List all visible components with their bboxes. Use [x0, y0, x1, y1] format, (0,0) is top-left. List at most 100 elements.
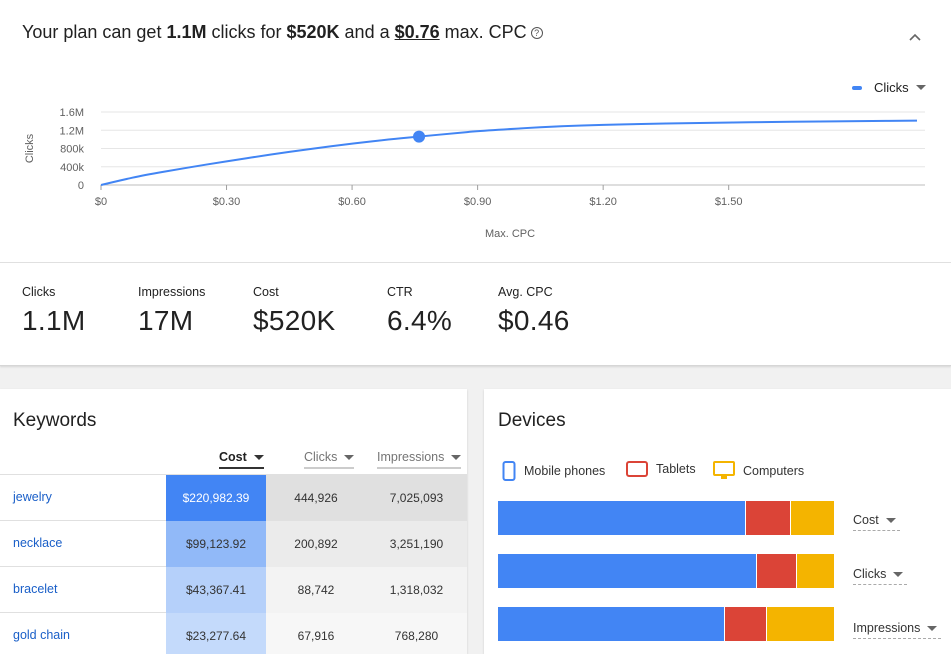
stat-ctr: CTR 6.4% [387, 285, 452, 337]
headline-cost: $520K [286, 22, 340, 42]
headline-text: clicks for [206, 22, 287, 42]
headline-text: Your plan can get [22, 22, 167, 42]
clicks-cell: 200,892 [266, 521, 366, 567]
legend-label: Computers [743, 464, 805, 478]
column-label: Cost [219, 450, 247, 464]
stat-avg-cpc: Avg. CPC $0.46 [498, 285, 570, 337]
tablet-icon [626, 461, 648, 477]
divider [0, 474, 467, 475]
keywords-title: Keywords [13, 410, 97, 431]
bar-segment-tablet [755, 554, 797, 588]
stat-clicks: Clicks 1.1M [22, 285, 85, 337]
dashed-underline [853, 530, 900, 531]
headline-clicks: 1.1M [166, 22, 207, 42]
clicks-vs-cpc-chart: 0 400k 800k 1.2M 1.6M $0 $0.30 $0.60 $0.90 $1.20 $… [24, 107, 925, 240]
bar-metric-label: Impressions [853, 621, 921, 635]
legend-computers[interactable]: Computers [713, 461, 804, 481]
dashed-underline [853, 638, 942, 639]
stat-label: CTR [387, 285, 413, 299]
sort-cost-column[interactable]: Cost [219, 450, 264, 469]
devices-title: Devices [498, 410, 566, 431]
bar-metric-label: Cost [853, 513, 879, 527]
cost-cell: $220,982.39 [166, 475, 266, 521]
stat-label: Impressions [138, 285, 206, 299]
y-tick-label: 0 [78, 180, 84, 192]
x-axis-label: Max. CPC [485, 228, 535, 240]
stat-value: $0.46 [498, 305, 570, 336]
stat-label: Avg. CPC [498, 285, 553, 299]
bar-segment-mobile [498, 554, 756, 588]
table-row[interactable]: gold chain $23,277.64 67,916 768,280 [0, 613, 467, 654]
chart-metric-select[interactable]: Clicks [852, 80, 926, 95]
cost-cell: $43,367.41 [166, 567, 266, 613]
stat-value: 6.4% [387, 305, 453, 336]
plan-stats-row: Clicks 1.1M Impressions 17M Cost $520K C… [0, 262, 951, 366]
legend-label: Tablets [656, 462, 696, 476]
sort-clicks-column[interactable]: Clicks [304, 450, 355, 469]
bar-metric-select-cost[interactable]: Cost [853, 513, 900, 531]
cost-cell: $99,123.92 [166, 521, 266, 567]
keyword-link[interactable]: gold chain [13, 628, 70, 642]
devices-card: Devices Mobile phones Tablets Computers … [484, 389, 951, 654]
bar-segment-computer [796, 554, 834, 588]
help-icon[interactable]: ? [530, 27, 543, 39]
clicks-series-line [100, 119, 918, 186]
mobile-phone-icon [502, 461, 516, 481]
chevron-up-icon[interactable] [908, 30, 922, 44]
y-tick-label: 800k [60, 144, 84, 156]
x-tick-label: $1.50 [715, 196, 743, 208]
table-row[interactable]: bracelet $43,367.41 88,742 1,318,032 [0, 567, 467, 613]
bar-metric-select-clicks[interactable]: Clicks [853, 567, 908, 585]
bar-metric-select-impressions[interactable]: Impressions [853, 621, 942, 639]
caret-down-icon [885, 517, 896, 523]
stat-value: $520K [253, 305, 336, 336]
keyword-link[interactable]: bracelet [13, 582, 58, 596]
column-label: Clicks [304, 450, 338, 464]
plan-headline: Your plan can get 1.1M clicks for $520K … [22, 22, 543, 43]
y-tick-label: 1.2M [60, 125, 84, 137]
stat-label: Clicks [22, 285, 56, 299]
bar-segment-computer [766, 607, 834, 641]
impressions-cell: 1,318,032 [366, 567, 467, 613]
cost-cell: $23,277.64 [166, 613, 266, 654]
x-tick-label: $1.20 [589, 196, 617, 208]
bar-segment-tablet [724, 607, 767, 641]
keywords-card: Keywords Cost Clicks Impressions jewelry… [0, 389, 467, 654]
legend-swatch [852, 85, 862, 90]
bar-segment-tablet [744, 501, 790, 535]
stat-value: 1.1M [22, 305, 86, 336]
column-underline [304, 467, 355, 469]
legend-mobile-phones[interactable]: Mobile phones [502, 461, 605, 481]
keyword-link[interactable]: jewelry [13, 490, 52, 504]
impressions-cell: 7,025,093 [366, 475, 467, 521]
plan-summary-card: Your plan can get 1.1M clicks for $520K … [0, 0, 951, 366]
chart-metric-label: Clicks [874, 80, 909, 95]
clicks-cell: 67,916 [266, 613, 366, 654]
dashed-underline [853, 584, 908, 585]
stat-value: 17M [138, 305, 194, 336]
device-bar-impressions [498, 607, 834, 641]
x-tick-label: $0 [95, 196, 107, 208]
y-tick-label: 1.6M [60, 107, 84, 119]
table-row[interactable]: jewelry $220,982.39 444,926 7,025,093 [0, 475, 467, 521]
computer-icon [713, 461, 735, 479]
impressions-cell: 3,251,190 [366, 521, 467, 567]
bar-segment-mobile [498, 501, 745, 535]
headline-text: and a [339, 22, 395, 42]
clicks-cell: 88,742 [266, 567, 366, 613]
x-tick-label: $0.60 [338, 196, 366, 208]
stat-label: Cost [253, 285, 279, 299]
caret-down-icon [915, 85, 926, 90]
y-tick-label: 400k [60, 162, 84, 174]
legend-tablets[interactable]: Tablets [626, 461, 696, 477]
stat-cost: Cost $520K [253, 285, 335, 337]
table-row[interactable]: necklace $99,123.92 200,892 3,251,190 [0, 521, 467, 567]
x-tick-label: $0.90 [464, 196, 492, 208]
headline-max-cpc-link[interactable]: $0.76 [394, 22, 440, 42]
selected-max-cpc-point[interactable] [413, 130, 426, 143]
y-axis-label: Clicks [24, 133, 36, 163]
sort-impressions-column[interactable]: Impressions [377, 450, 462, 469]
column-label: Impressions [377, 450, 445, 464]
keyword-link[interactable]: necklace [13, 536, 63, 550]
column-underline [377, 467, 462, 469]
